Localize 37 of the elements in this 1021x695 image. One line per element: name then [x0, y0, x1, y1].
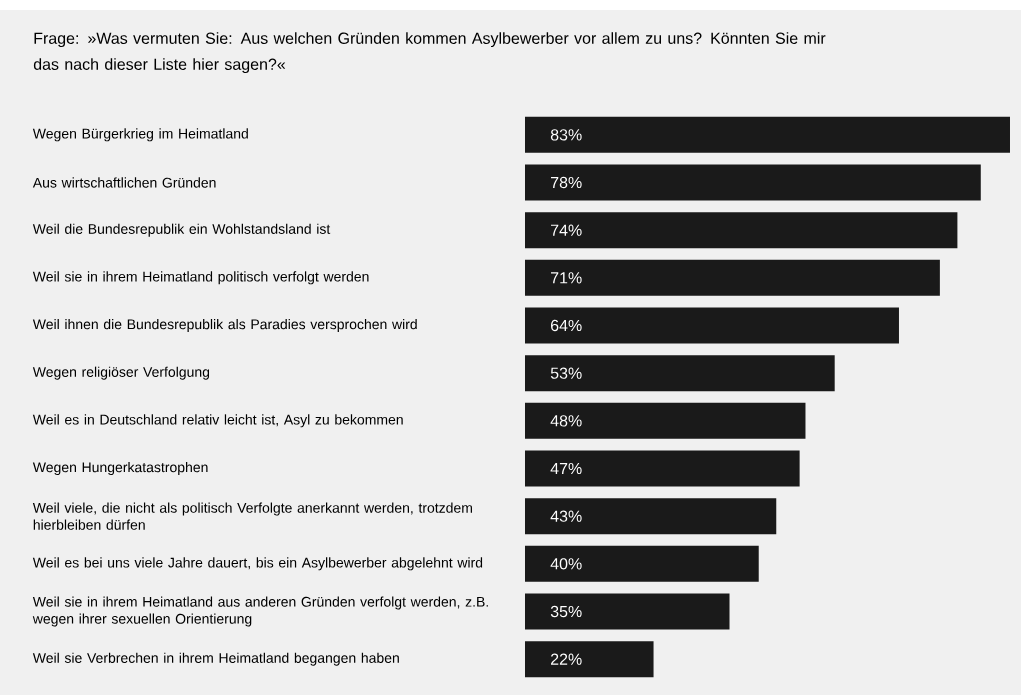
y-tick-label: Weil viele, die nicht als politisch Verfolgte anerkannt werden, trotzdem hierbleiben dürfen — [32, 502, 472, 530]
bar — [525, 545, 759, 582]
bar — [525, 641, 654, 678]
bar — [525, 212, 958, 249]
bar — [525, 259, 940, 296]
y-tick-label: Aus wirtschaftlichen Gründen — [32, 177, 216, 188]
data-label: 47% — [550, 462, 582, 475]
data-label: 64% — [551, 319, 582, 332]
y-tick-label: Weil es in Deutschland relativ leicht ist, Asyl zu bekommen — [32, 414, 403, 428]
data-label: 53% — [550, 367, 582, 379]
bar — [525, 355, 835, 392]
bar — [525, 450, 800, 487]
y-tick-label: Wegen Bürgerkrieg im Heimatland — [32, 128, 248, 142]
bar — [525, 498, 777, 535]
y-tick-label: Weil sie in ihrem Heimatland aus anderen Gründen verfolgt werden, z.B. wegen ihrer sexuellen Orientierung — [32, 596, 488, 627]
bar — [525, 116, 1010, 153]
data-label: 43% — [550, 510, 582, 522]
y-tick-label: Weil die Bundesrepublik ein Wohlstandsland ist — [32, 223, 331, 237]
bar — [525, 402, 806, 439]
chart-title: Frage: »Was vermuten Sie: Aus welchen Gründen kommen Asylbewerber vor allem zu uns? Könnten Sie mir das nach dieser Liste hier sagen?« — [33, 32, 826, 74]
y-tick-label: Wegen Hungerkatastrophen — [32, 461, 208, 476]
y-tick-label: Wegen religiöser Verfolgung — [32, 366, 210, 380]
y-tick-label: Weil ihnen die Bundesrepublik als Paradies versprochen wird — [32, 318, 417, 333]
data-label: 22% — [551, 653, 582, 665]
bar — [525, 164, 981, 201]
data-label: 35% — [550, 605, 582, 618]
data-label: 74% — [551, 224, 582, 236]
y-tick-label: Weil sie in ihrem Heimatland politisch verfolgt werden — [32, 271, 369, 285]
data-label: 40% — [550, 558, 582, 570]
y-tick-label: Weil sie Verbrechen in ihrem Heimatland begangen haben — [32, 652, 399, 666]
data-label: 71% — [551, 272, 582, 284]
bar — [525, 307, 899, 344]
data-label: 78% — [551, 176, 582, 189]
data-label: 48% — [550, 415, 582, 427]
data-label: 83% — [550, 129, 582, 141]
y-tick-label: Weil es bei uns viele Jahre dauert, bis ein Asylbewerber abgelehnt wird — [32, 557, 483, 571]
bar — [525, 593, 730, 630]
